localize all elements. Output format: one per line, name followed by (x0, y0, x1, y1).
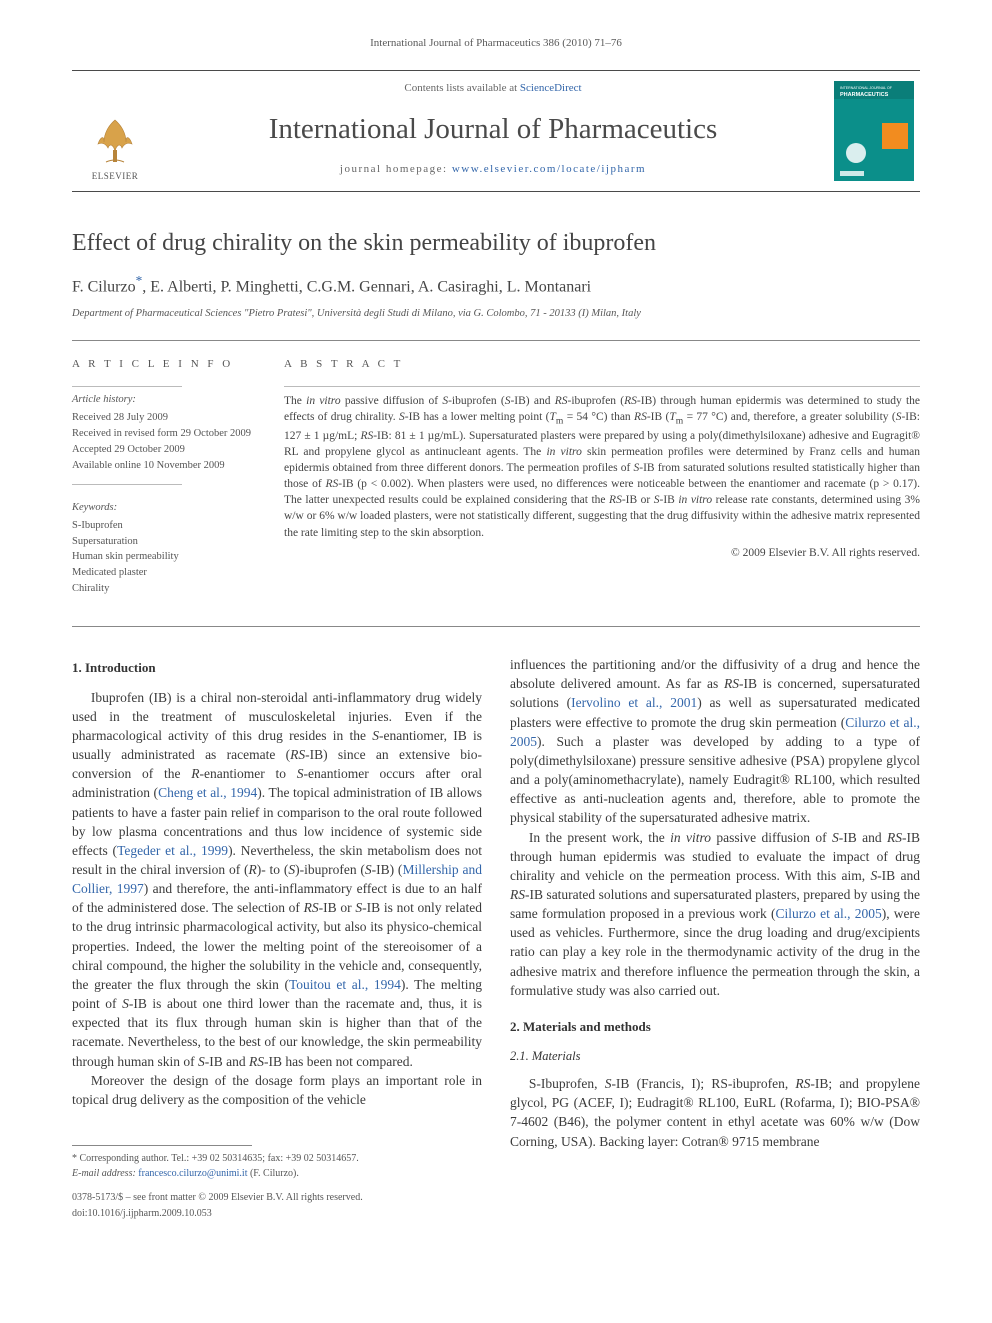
keyword: Medicated plaster (72, 566, 256, 581)
history-line: Received in revised form 29 October 2009 (72, 427, 256, 442)
footnote-block: * Corresponding author. Tel.: +39 02 503… (72, 1145, 482, 1221)
journal-homepage-link[interactable]: www.elsevier.com/locate/ijpharm (452, 163, 646, 175)
intro-p3: influences the partitioning and/or the d… (510, 655, 920, 827)
section-heading-intro: 1. Introduction (72, 659, 482, 677)
citation-link[interactable]: Touitou et al., 1994 (289, 977, 401, 992)
intro-p1: Ibuprofen (IB) is a chiral non-steroidal… (72, 688, 482, 1071)
sciencedirect-link[interactable]: ScienceDirect (520, 82, 582, 94)
abstract-heading: A B S T R A C T (284, 357, 920, 373)
contents-available-line: Contents lists available at ScienceDirec… (170, 81, 816, 97)
article-info-column: A R T I C L E I N F O Article history: R… (72, 357, 284, 599)
meta-bottom-rule (72, 626, 920, 627)
article-title: Effect of drug chirality on the skin per… (72, 228, 920, 258)
abstract-column: A B S T R A C T The in vitro passive dif… (284, 357, 920, 599)
svg-text:INTERNATIONAL JOURNAL OF: INTERNATIONAL JOURNAL OF (840, 86, 893, 90)
email-label: E-mail address: (72, 1168, 136, 1179)
journal-masthead: ELSEVIER Contents lists available at Sci… (72, 70, 920, 192)
citation-link[interactable]: Tegeder et al., 1999 (117, 843, 228, 858)
journal-homepage-line: journal homepage: www.elsevier.com/locat… (170, 162, 816, 178)
citation-link[interactable]: Cilurzo et al., 2005 (775, 906, 881, 921)
journal-cover-thumb: INTERNATIONAL JOURNAL OF PHARMACEUTICS (828, 71, 920, 191)
email-who: (F. Cilurzo). (250, 1168, 299, 1179)
history-line: Received 28 July 2009 (72, 411, 256, 426)
history-line: Available online 10 November 2009 (72, 459, 256, 474)
elsevier-tree-icon (88, 114, 142, 168)
abstract-copyright: © 2009 Elsevier B.V. All rights reserved… (284, 545, 920, 561)
contents-prefix: Contents lists available at (404, 82, 519, 94)
abstract-text: The in vitro passive diffusion of S-ibup… (284, 393, 920, 540)
citation-link[interactable]: Cheng et al., 1994 (158, 785, 257, 800)
article-info-heading: A R T I C L E I N F O (72, 357, 256, 373)
keyword: Supersaturation (72, 535, 256, 550)
citation-link[interactable]: Millership and Collier, 1997 (72, 862, 482, 896)
history-label: Article history: (72, 393, 256, 408)
journal-title: International Journal of Pharmaceutics (170, 109, 816, 150)
elsevier-label: ELSEVIER (92, 170, 139, 183)
intro-p2: Moreover the design of the dosage form p… (72, 1071, 482, 1109)
meta-row: A R T I C L E I N F O Article history: R… (72, 340, 920, 599)
subsection-heading-materials: 2.1. Materials (510, 1048, 920, 1066)
keywords-label: Keywords: (72, 501, 256, 516)
masthead-center: Contents lists available at ScienceDirec… (158, 71, 828, 191)
running-head: International Journal of Pharmaceutics 3… (72, 36, 920, 52)
keyword: Chirality (72, 582, 256, 597)
intro-p4: In the present work, the in vitro passiv… (510, 828, 920, 1000)
issn-line: 0378-5173/$ – see front matter © 2009 El… (72, 1191, 482, 1205)
corr-email-link[interactable]: francesco.cilurzo@unimi.it (138, 1168, 247, 1179)
email-line: E-mail address: francesco.cilurzo@unimi.… (72, 1167, 482, 1181)
homepage-prefix: journal homepage: (340, 163, 452, 175)
section-heading-methods: 2. Materials and methods (510, 1018, 920, 1036)
body-columns: 1. Introduction Ibuprofen (IB) is a chir… (72, 655, 920, 1222)
materials-p1: S-Ibuprofen, S-IB (Francis, I); RS-ibupr… (510, 1074, 920, 1151)
keyword: Human skin permeability (72, 550, 256, 565)
citation-link[interactable]: Cilurzo et al., 2005 (510, 715, 920, 749)
author-list: F. Cilurzo*, E. Alberti, P. Minghetti, C… (72, 272, 920, 299)
history-line: Accepted 29 October 2009 (72, 443, 256, 458)
cover-icon: INTERNATIONAL JOURNAL OF PHARMACEUTICS (834, 81, 914, 181)
keyword: S-Ibuprofen (72, 519, 256, 534)
elsevier-logo-block: ELSEVIER (72, 71, 158, 191)
citation-link[interactable]: Iervolino et al., 2001 (571, 695, 697, 710)
affiliation: Department of Pharmaceutical Sciences "P… (72, 307, 920, 322)
svg-text:PHARMACEUTICS: PHARMACEUTICS (840, 92, 889, 98)
corresponding-author-line: * Corresponding author. Tel.: +39 02 503… (72, 1152, 482, 1166)
doi-line: doi:10.1016/j.ijpharm.2009.10.053 (72, 1207, 482, 1221)
